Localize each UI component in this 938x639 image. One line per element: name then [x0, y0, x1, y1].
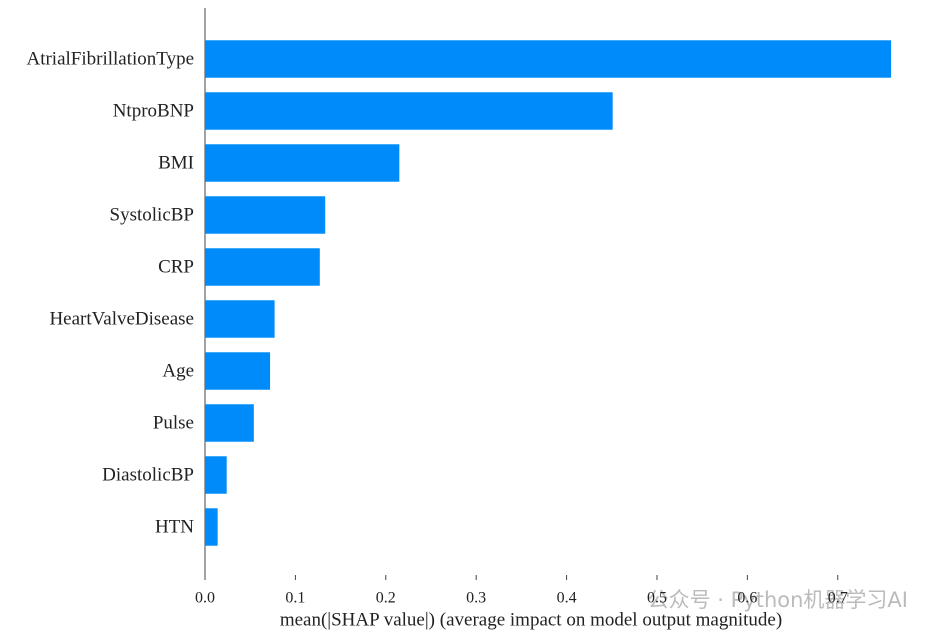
y-tick-label: CRP: [158, 256, 194, 277]
bar: [205, 456, 227, 494]
x-tick-label: 0.5: [647, 590, 667, 607]
x-tick-label: 0.0: [195, 590, 215, 607]
x-tick-label: 0.4: [557, 590, 577, 607]
bar: [205, 196, 326, 234]
y-tick-label: HeartValveDisease: [49, 308, 194, 329]
bar: [205, 248, 320, 286]
y-tick-label: Pulse: [153, 412, 194, 433]
bar: [205, 508, 218, 546]
bar: [205, 40, 892, 78]
bar: [205, 352, 271, 390]
x-tick-label: 0.2: [376, 590, 396, 607]
y-tick-label: Age: [162, 360, 194, 381]
y-tick-label: BMI: [158, 152, 194, 173]
bar: [205, 144, 400, 182]
bar: [205, 300, 275, 338]
y-tick-label: NtproBNP: [113, 100, 194, 121]
y-tick-label: AtrialFibrillationType: [26, 48, 194, 69]
x-axis-label: mean(|SHAP value|) (average impact on mo…: [280, 609, 782, 630]
bar: [205, 404, 254, 442]
y-tick-label: HTN: [155, 516, 194, 537]
y-tick-label: DiastolicBP: [102, 464, 194, 485]
x-tick-label: 0.6: [737, 590, 757, 607]
x-tick-label: 0.7: [828, 590, 848, 607]
bar: [205, 92, 613, 130]
watermark: 公众号 · Python机器学习AI: [648, 588, 908, 612]
y-tick-label: SystolicBP: [110, 204, 194, 225]
x-tick-label: 0.3: [466, 590, 486, 607]
x-tick-label: 0.1: [285, 590, 305, 607]
